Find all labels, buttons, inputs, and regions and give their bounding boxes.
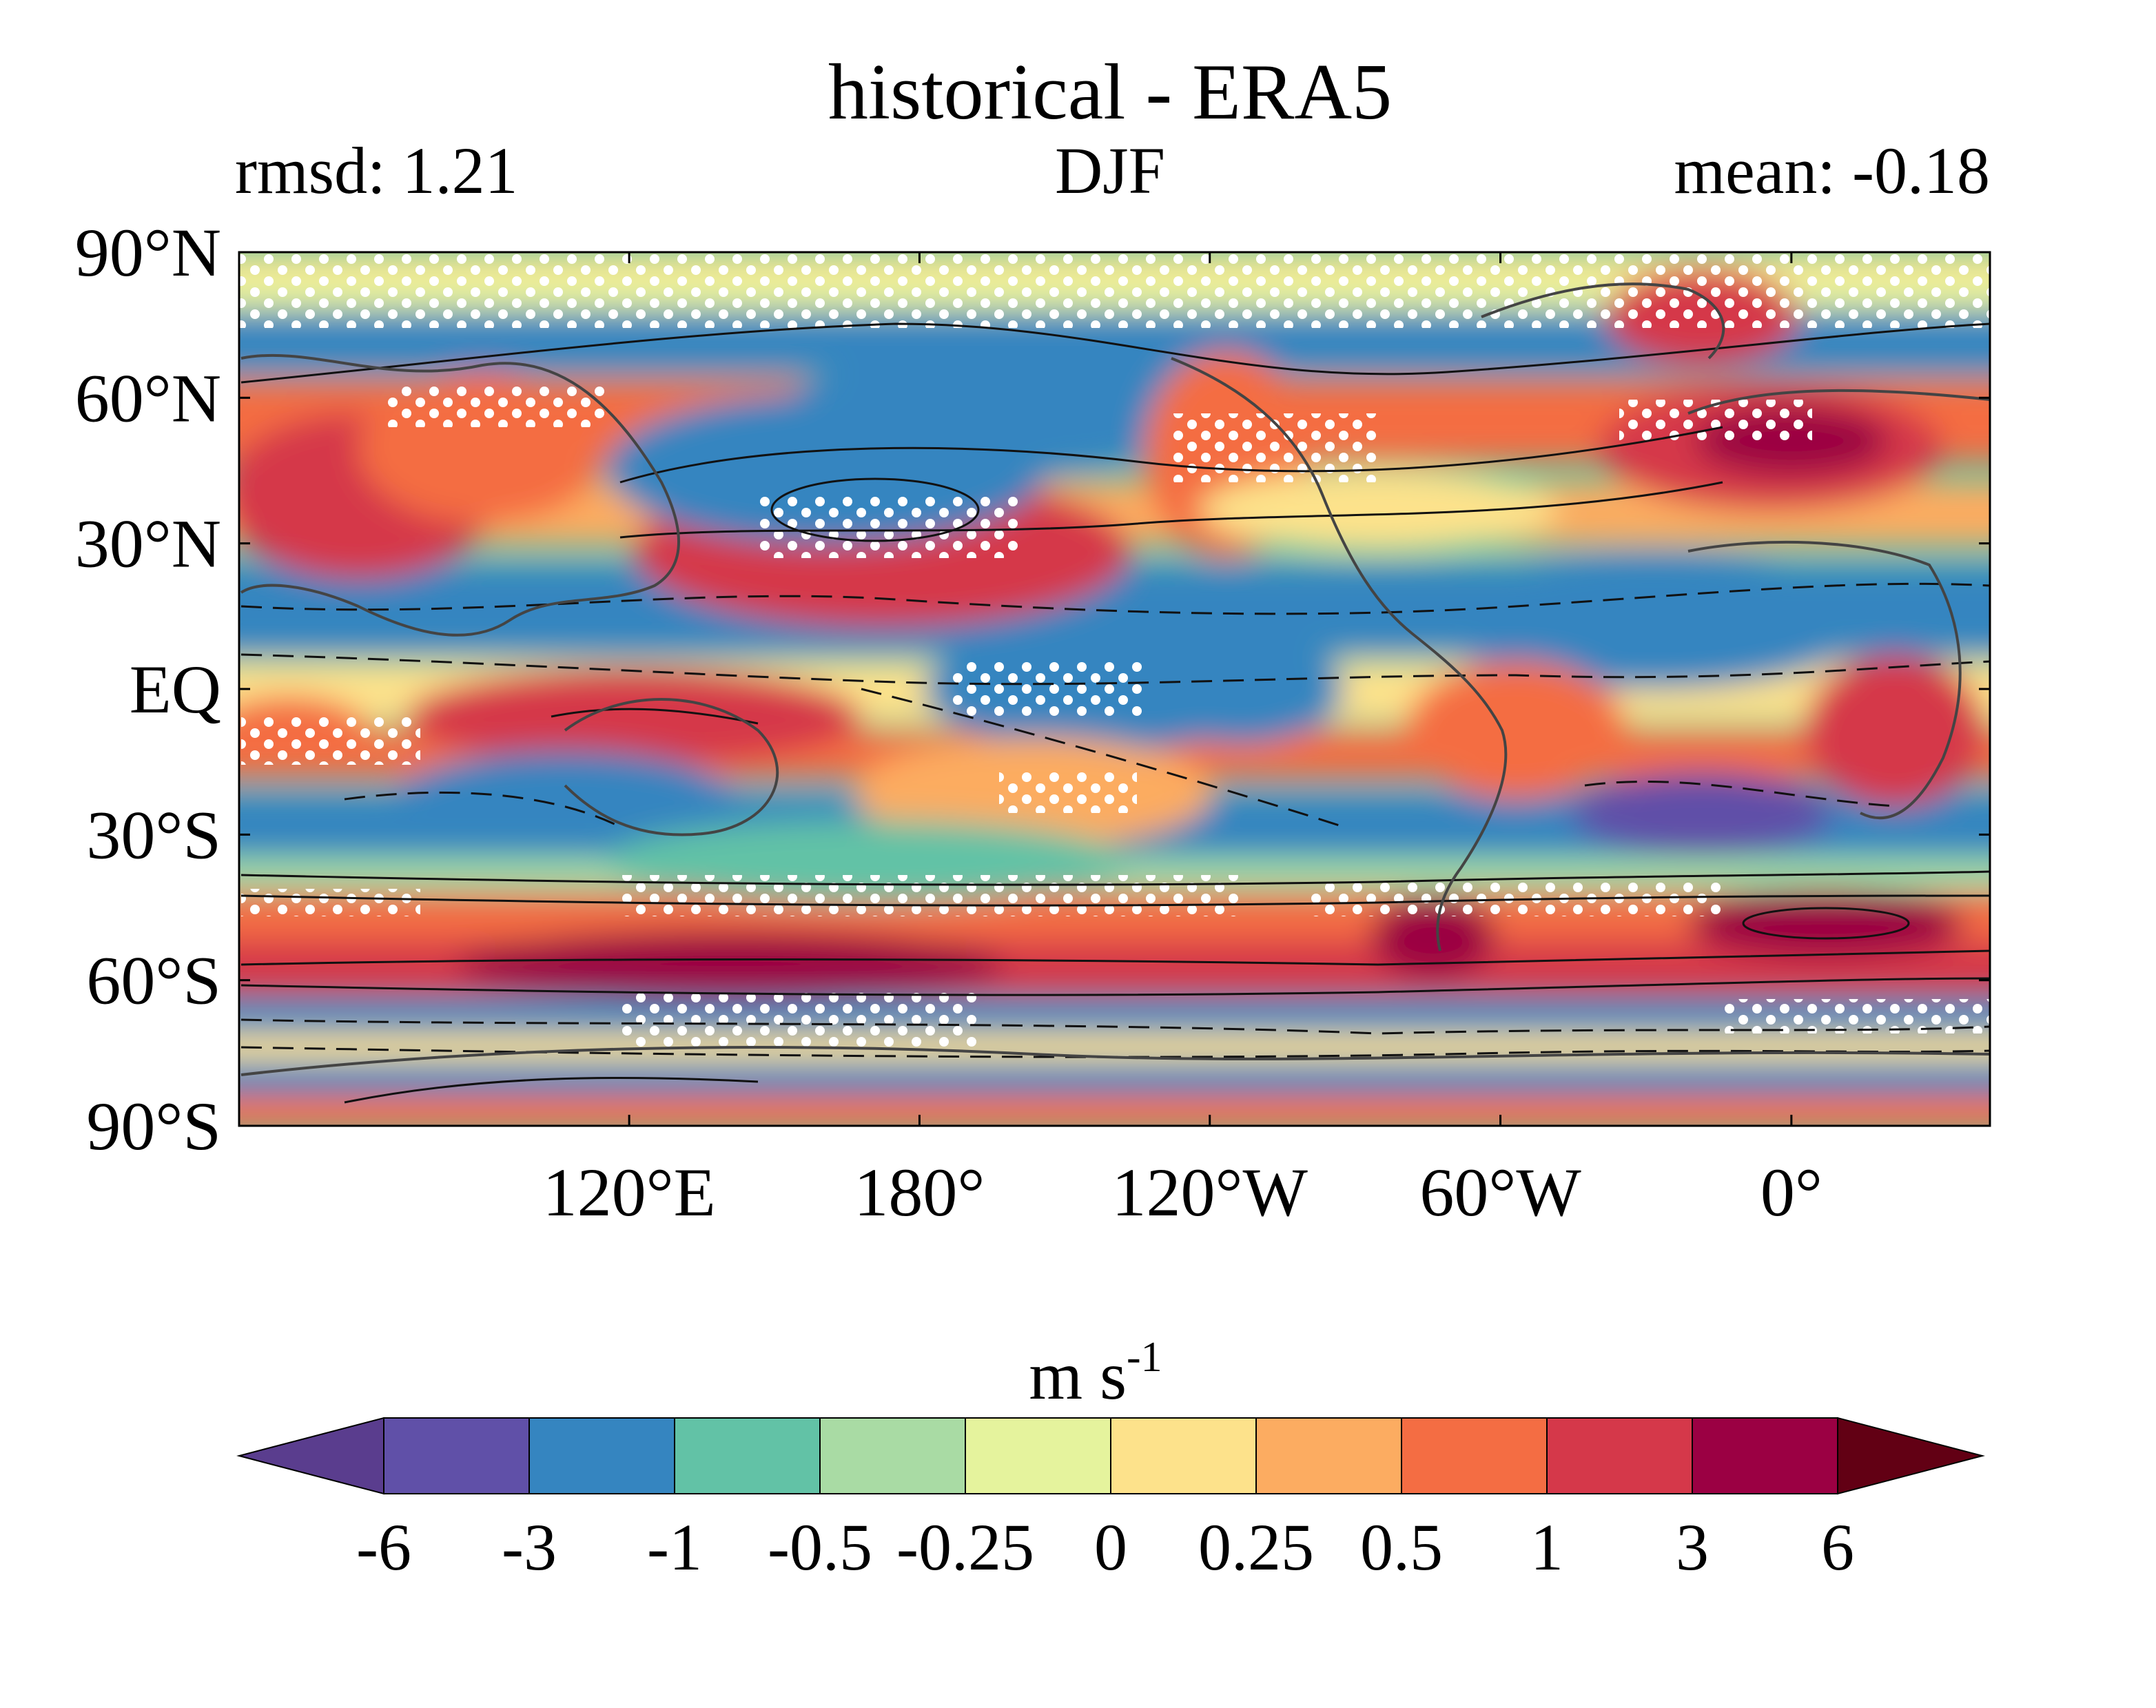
negative-contours [240, 582, 1990, 1058]
lat-tick-label: EQ [130, 651, 221, 728]
colorbar-swatch [1110, 1417, 1257, 1494]
colorbar-swatch [674, 1417, 821, 1494]
lat-tick-label: 30°N [75, 506, 221, 582]
lat-tick-label: 60°S [86, 943, 221, 1019]
colorbar-extend-high [1837, 1417, 1985, 1495]
colorbar-tick-label: -0.5 [768, 1510, 872, 1584]
coastlines [240, 282, 1990, 1076]
lat-tick-label: 90°N [75, 214, 221, 291]
lon-tick-label: 60°W [1419, 1154, 1581, 1231]
lat-tick-label: 90°S [86, 1088, 221, 1164]
colorbar-tick-label: 1 [1530, 1510, 1563, 1584]
latitude-axis: 90°N 60°N 30°N EQ 30°S 60°S 90°S [75, 214, 1990, 1164]
colorbar-extend-low [236, 1417, 384, 1495]
colorbar-labels: -6 -3 -1 -0.5 -0.25 0 0.25 0.5 1 3 6 [356, 1510, 1854, 1584]
colorbar-tick-label: 3 [1676, 1510, 1709, 1584]
lon-tick-label: 120°E [543, 1154, 716, 1231]
mean-label: mean: -0.18 [1674, 134, 1990, 207]
climatology-contours [240, 322, 1990, 1104]
season-label: DJF [1055, 134, 1165, 207]
longitude-axis: 120°E 180° 120°W 60°W 0° [543, 252, 1823, 1231]
colorbar-tick-label: -3 [502, 1510, 557, 1584]
rmsd-label: rmsd: 1.21 [235, 134, 518, 207]
colorbar-swatch [1692, 1417, 1838, 1494]
colorbar-tick-label: 6 [1821, 1510, 1854, 1584]
colorbar-swatch [1401, 1417, 1548, 1494]
colorbar-unit: m s-1 [1029, 1334, 1162, 1414]
colorbar-swatch [819, 1417, 966, 1494]
colorbar-tick-label: 0 [1094, 1510, 1127, 1584]
lat-tick-label: 30°S [86, 796, 221, 873]
colorbar-tick-label: -0.25 [896, 1510, 1034, 1584]
colorbar-tick-label: 0.25 [1198, 1510, 1314, 1584]
colorbar-swatch [1546, 1417, 1693, 1494]
colorbar-swatches [236, 1417, 1985, 1495]
colorbar-swatch [383, 1417, 530, 1494]
lon-tick-label: 0° [1760, 1154, 1823, 1231]
colorbar-tick-label: -6 [356, 1510, 411, 1584]
colorbar-swatch [1255, 1417, 1402, 1494]
colorbar-swatch [965, 1417, 1111, 1494]
colorbar: m s-1 -6 -3 -1 -0.5 -0.25 0 0.25 0.5 1 3 6 [236, 1334, 1985, 1584]
lon-tick-label: 180° [854, 1154, 985, 1231]
colorbar-swatch [528, 1417, 675, 1494]
lat-tick-label: 60°N [75, 360, 221, 436]
colorbar-tick-label: -1 [647, 1510, 702, 1584]
plot-title: historical - ERA5 [828, 48, 1392, 136]
lon-tick-label: 120°W [1112, 1154, 1308, 1231]
map-panel [239, 252, 1990, 1126]
colorbar-tick-label: 0.5 [1360, 1510, 1443, 1584]
